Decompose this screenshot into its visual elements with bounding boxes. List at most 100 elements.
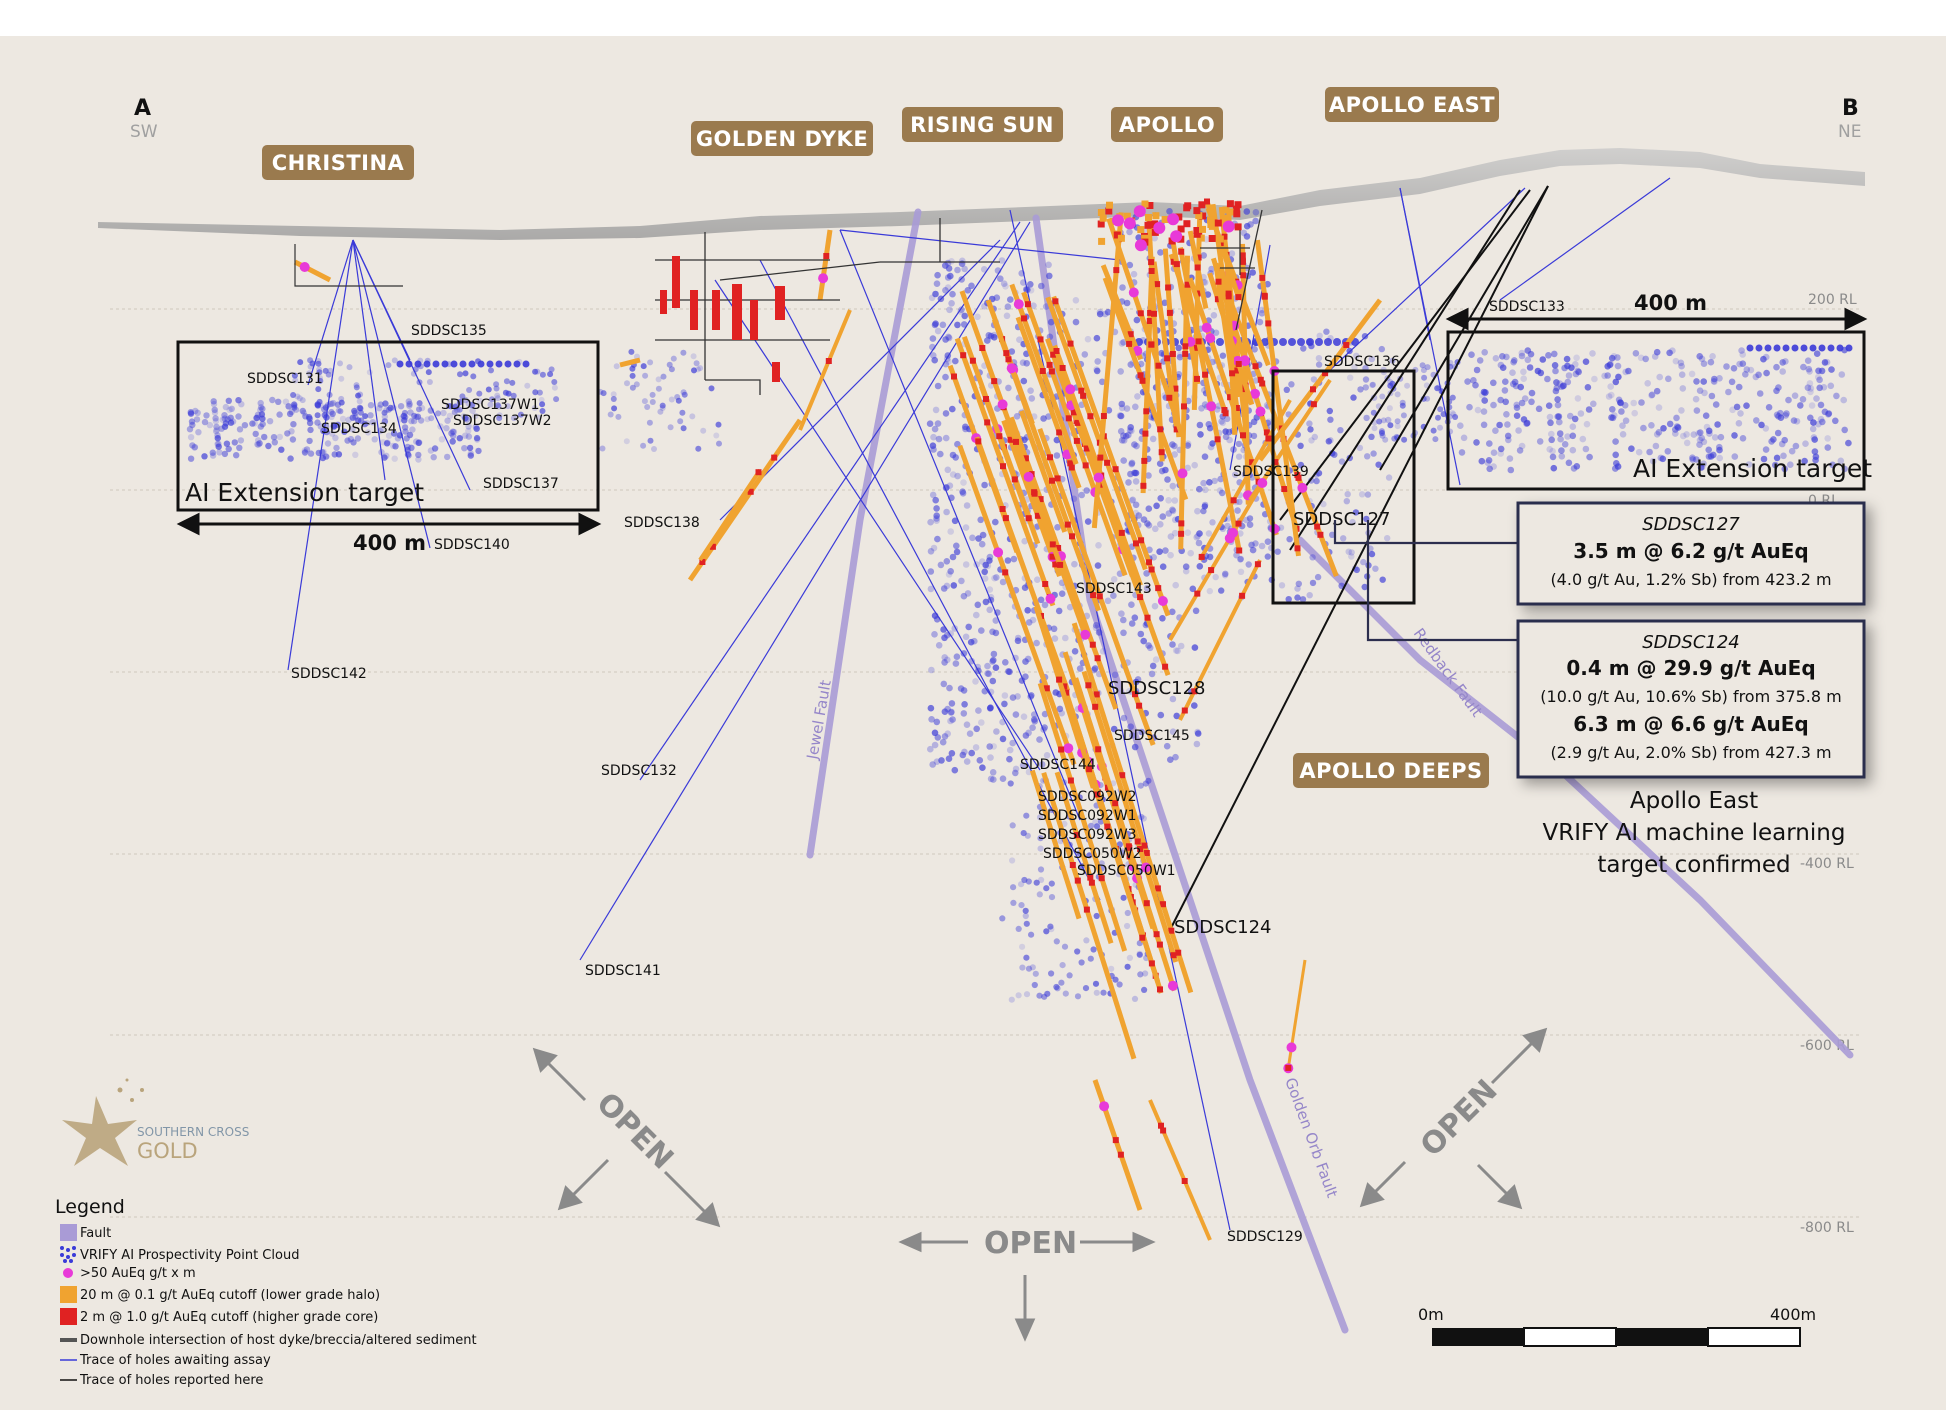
cloud-point — [1006, 755, 1013, 763]
cloud-point — [1061, 943, 1069, 950]
cloud-point — [1136, 951, 1143, 958]
cloud-point — [982, 598, 990, 606]
cloud-point — [1237, 556, 1244, 563]
cloud-point — [926, 420, 934, 428]
core-interval — [1143, 900, 1150, 907]
core-interval — [1087, 874, 1094, 881]
cloud-point — [356, 398, 363, 405]
cloud-point — [1131, 441, 1138, 448]
cloud-point — [1169, 728, 1177, 735]
halo-interval — [1240, 243, 1251, 505]
core-interval — [1080, 392, 1087, 399]
cloud-point — [1041, 601, 1049, 609]
core-interval — [1239, 252, 1246, 259]
core-interval — [709, 543, 716, 550]
cloud-point — [1062, 990, 1069, 997]
cloud-point — [1127, 424, 1134, 431]
cloud-point — [1739, 351, 1746, 358]
cloud-point — [1194, 730, 1202, 737]
halo-interval — [1037, 682, 1128, 952]
cloud-point — [1808, 402, 1816, 409]
cloud-point — [1175, 344, 1182, 352]
cloud-point — [1162, 547, 1169, 554]
cloud-point — [1387, 422, 1394, 429]
cloud-point — [1045, 261, 1052, 269]
cloud-point — [450, 360, 458, 368]
cloud-point — [1198, 405, 1205, 412]
cloud-point — [353, 384, 360, 391]
core-interval — [1087, 413, 1094, 420]
high-grade-point — [299, 262, 310, 272]
cloud-point — [1432, 436, 1439, 443]
cloud-point — [1364, 491, 1372, 498]
cloud-point — [927, 585, 935, 593]
cloud-point — [1792, 442, 1800, 450]
section-end-a: A — [134, 96, 151, 121]
core-interval — [1166, 394, 1173, 401]
core-interval — [1172, 385, 1179, 392]
cloud-point — [1698, 464, 1706, 471]
cloud-point — [1723, 363, 1730, 370]
cloud-point — [1579, 435, 1587, 443]
cloud-point — [968, 282, 975, 290]
cloud-point — [1815, 373, 1822, 381]
cloud-point — [960, 710, 968, 717]
cloud-point — [1118, 610, 1125, 617]
cloud-point — [486, 360, 494, 368]
cloud-point — [510, 415, 517, 422]
cloud-point — [287, 455, 294, 462]
cloud-point — [1110, 592, 1117, 599]
core-interval — [1074, 877, 1081, 884]
cloud-point — [1315, 361, 1323, 368]
cloud-point — [1358, 491, 1366, 498]
core-interval — [1234, 201, 1242, 209]
cloud-point — [1120, 339, 1127, 346]
cloud-point — [1054, 524, 1061, 531]
cloud-point — [1747, 366, 1755, 374]
cloud-point — [1206, 479, 1213, 486]
hole-label: SDDSC124 — [1174, 917, 1272, 938]
cloud-point — [1062, 634, 1069, 642]
cloud-point — [933, 718, 941, 726]
cloud-point — [1031, 716, 1038, 723]
cloud-point — [328, 400, 335, 407]
cloud-point — [1793, 418, 1801, 425]
cloud-point — [1350, 394, 1357, 401]
cloud-point — [321, 406, 328, 413]
cloud-point — [1093, 912, 1100, 920]
cloud-point — [1083, 487, 1090, 494]
cloud-point — [1196, 485, 1203, 493]
cloud-point — [276, 433, 283, 441]
cloud-point — [1466, 403, 1473, 411]
cloud-point — [1788, 447, 1796, 455]
cloud-point — [1742, 371, 1749, 378]
cloud-point — [1773, 411, 1781, 419]
cloud-point — [1128, 620, 1136, 627]
cloud-point — [1194, 507, 1201, 515]
core-interval — [1093, 691, 1100, 698]
halo-interval — [1019, 410, 1068, 533]
section-end-ne: NE — [1838, 122, 1861, 142]
cloud-point — [1143, 570, 1150, 577]
cloud-point — [1389, 380, 1396, 387]
cloud-point — [1731, 432, 1738, 439]
cloud-point — [680, 389, 687, 396]
cloud-point — [376, 405, 383, 412]
cloud-point — [1096, 310, 1104, 318]
cloud-point — [488, 367, 494, 374]
core-interval — [1154, 281, 1161, 288]
open-arrows — [532, 1027, 1548, 1342]
cloud-point — [339, 415, 347, 423]
cloud-point — [1841, 465, 1848, 473]
core-interval — [1181, 403, 1187, 410]
halo-interval — [1009, 283, 1079, 465]
cloud-point — [954, 472, 961, 480]
cloud-point — [426, 379, 433, 385]
cloud-point — [1278, 582, 1286, 589]
cloud-point — [1117, 428, 1125, 435]
cloud-point — [1189, 585, 1197, 593]
cloud-point — [1161, 299, 1168, 307]
core-interval — [1191, 688, 1198, 695]
cloud-point — [1476, 357, 1484, 364]
cloud-point — [668, 396, 675, 403]
